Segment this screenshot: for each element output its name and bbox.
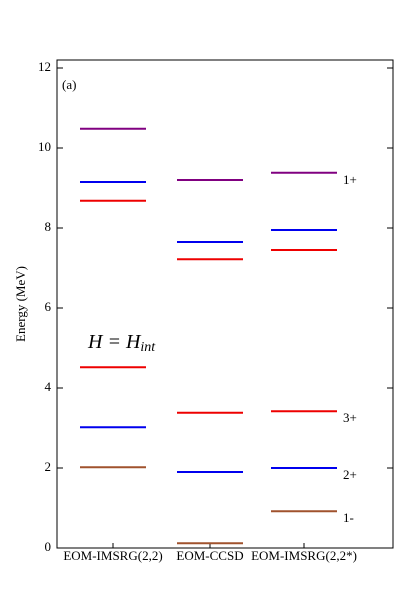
math-annotation: H = Hint	[87, 331, 156, 356]
y-tick-label: 2	[45, 459, 52, 474]
y-tick-label: 8	[45, 219, 52, 234]
y-tick-label: 12	[38, 59, 51, 74]
x-tick-label: EOM-IMSRG(2,2)	[63, 548, 162, 563]
y-axis-label: Energy (MeV)	[13, 266, 28, 342]
plot-frame	[56, 59, 394, 549]
x-tick-label: EOM-CCSD	[176, 548, 243, 563]
level-label: 2+	[343, 467, 357, 482]
x-tick-label: EOM-IMSRG(2,2*)	[251, 548, 357, 563]
y-tick-label: 6	[45, 299, 52, 314]
y-tick-label: 0	[45, 539, 52, 554]
level-label: 1+	[343, 172, 357, 187]
y-tick-label: 10	[38, 139, 51, 154]
panel-label: (a)	[62, 77, 76, 92]
level-label: 3+	[343, 410, 357, 425]
y-tick-label: 4	[45, 379, 52, 394]
level-label: 1-	[343, 510, 354, 525]
